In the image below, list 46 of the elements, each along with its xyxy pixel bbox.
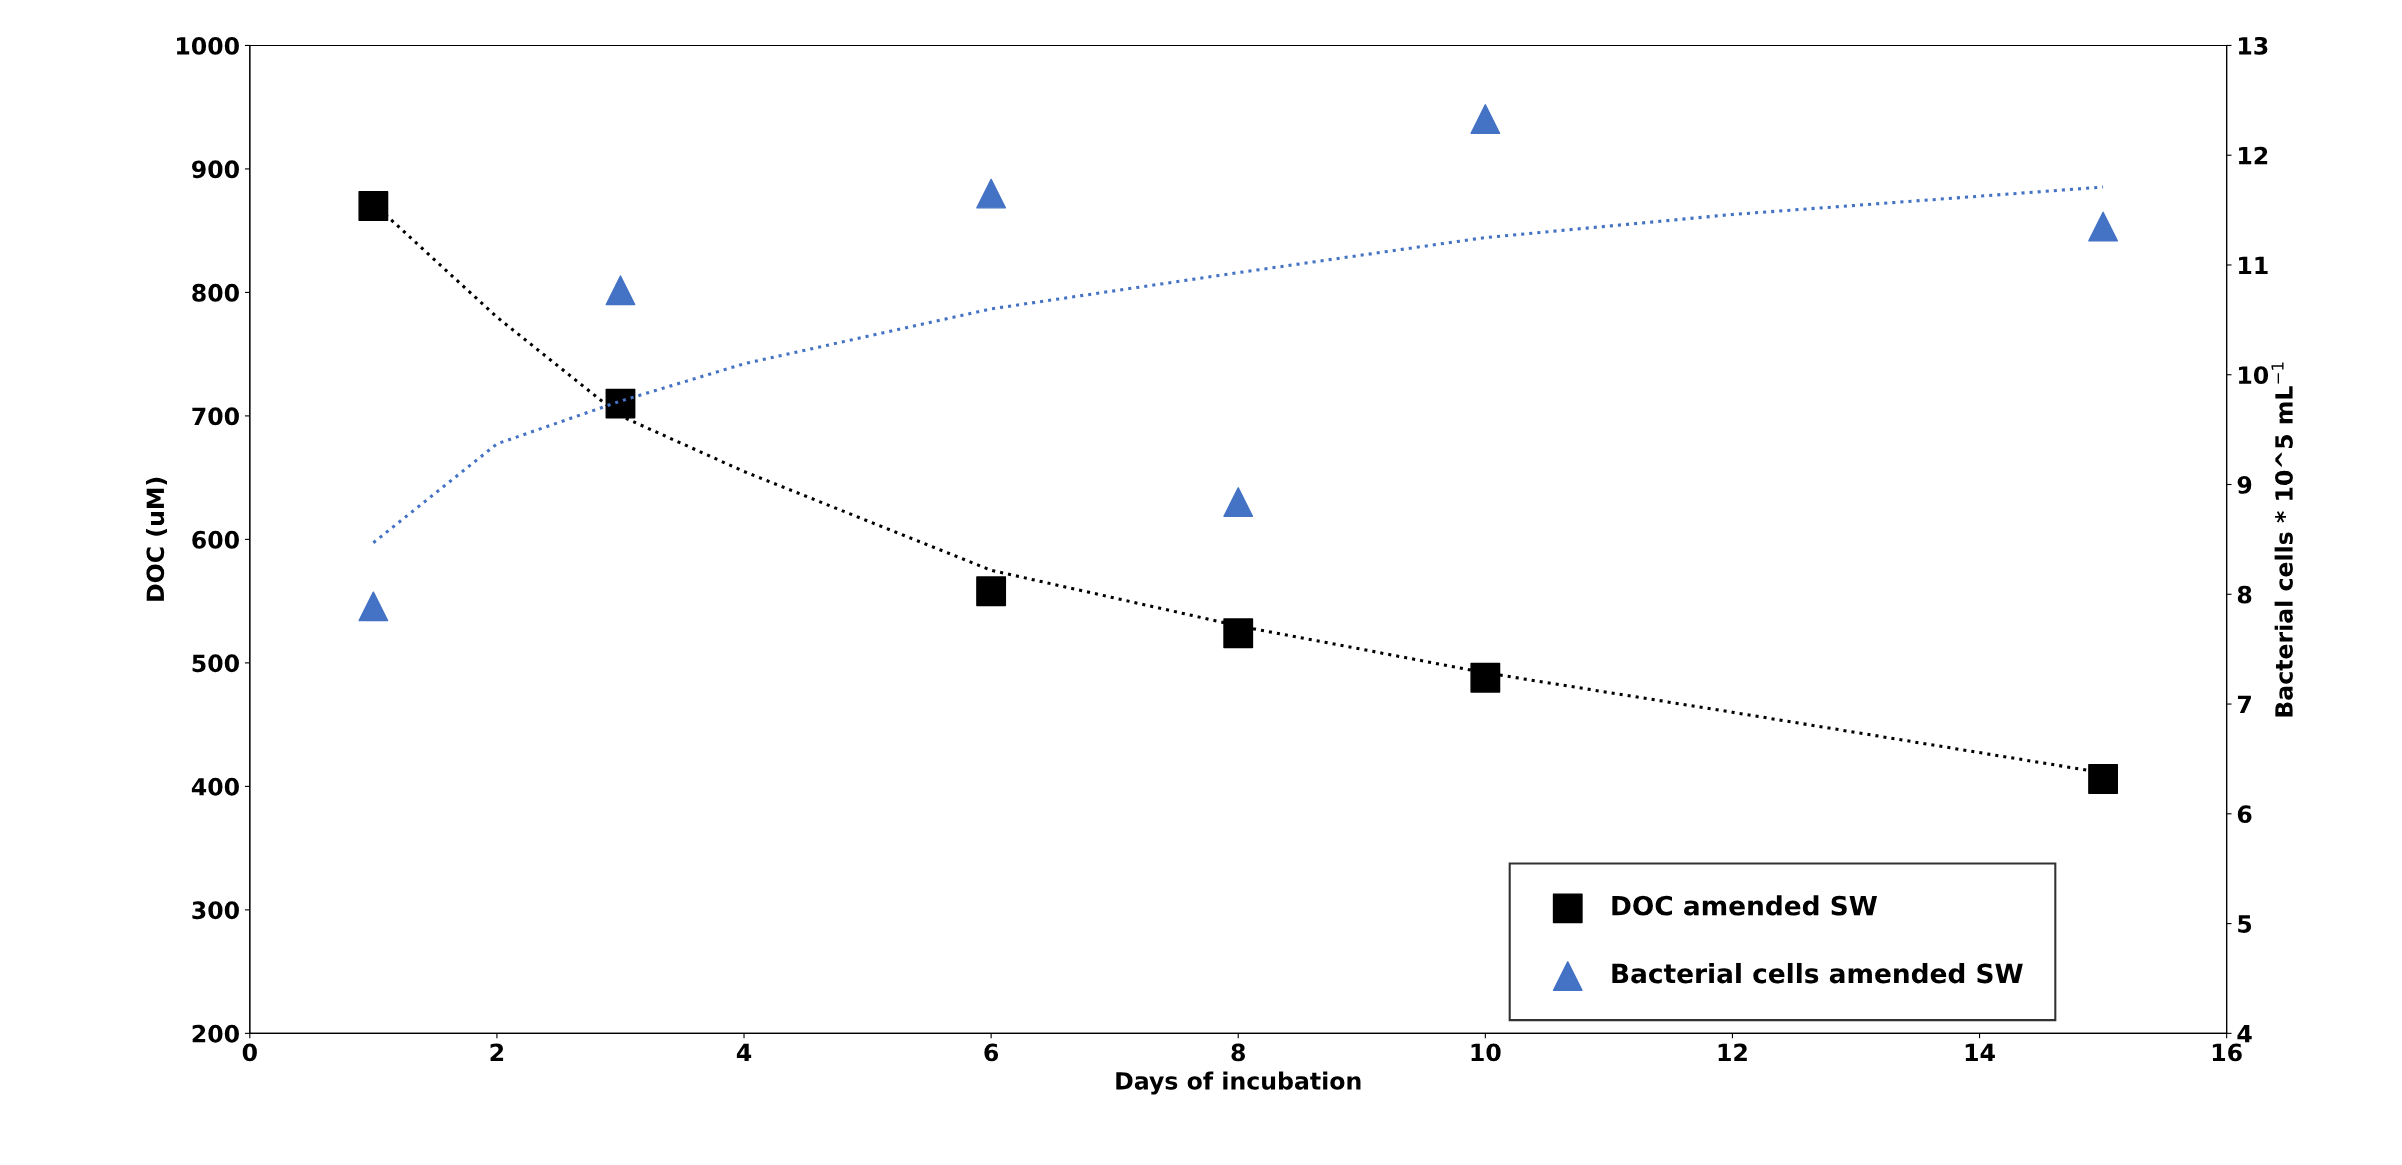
point (1470, 662, 1501, 693)
x-tick-label: 16 (2212, 1043, 2242, 1062)
y2-tick-label: 9 (2237, 475, 2252, 494)
line-series (371, 185, 2105, 545)
point (358, 191, 389, 221)
x-tick-label: 4 (736, 1043, 752, 1062)
point (1223, 618, 1254, 649)
y-tick-label: 400 (191, 777, 239, 796)
x-tick-label: 14 (1965, 1043, 1995, 1062)
y-tick-label: 900 (192, 160, 239, 179)
point (976, 178, 1007, 209)
point (2088, 211, 2119, 242)
y-tick-label: 600 (192, 530, 239, 549)
legend-label: DOC amended SW (1612, 895, 1878, 916)
y-axis-title: DOC (uM) (145, 477, 168, 601)
y2-tick-label: 13 (2239, 36, 2268, 55)
y-tick-label: 800 (192, 283, 239, 302)
y2-tick-label: 6 (2237, 805, 2252, 824)
y-tick-label: 700 (192, 407, 239, 426)
y-tick-label: 500 (192, 654, 239, 673)
y2-tick-label: 8 (2237, 585, 2252, 604)
x-tick-label: 10 (1471, 1043, 1501, 1062)
point (1470, 104, 1501, 134)
point (1223, 487, 1254, 518)
y-tick-label: 300 (192, 901, 239, 920)
y-tick-label: 1000 (177, 36, 239, 55)
y2-tick-label: 5 (2238, 915, 2252, 933)
point (358, 591, 389, 622)
y2-tick-label: 11 (2239, 256, 2268, 274)
point (605, 388, 636, 419)
y-tick-label: 200 (192, 1024, 239, 1043)
point (605, 275, 636, 306)
y2-tick-label: 12 (2239, 146, 2268, 165)
x-axis-title: Days of incubation (1116, 1071, 1361, 1095)
x-tick-label: 2 (490, 1043, 504, 1062)
x-tick-label: 8 (1231, 1043, 1245, 1062)
point (976, 576, 1007, 607)
y2-tick-label: 10 (2239, 366, 2269, 385)
x-tick-label: 12 (1718, 1043, 1747, 1062)
y2-tick-label: 7 (2237, 695, 2251, 714)
y2-axis-title: Bacterial cells * 10^5 mL$^{−1}$ (2271, 362, 2293, 717)
point (2088, 764, 2119, 794)
legend-label: Bacterial cells amended SW (1612, 962, 2023, 984)
x-tick-label: 6 (984, 1043, 999, 1062)
x-tick-label: 0 (242, 1043, 257, 1062)
y2-tick-label: 4 (2237, 1025, 2252, 1043)
